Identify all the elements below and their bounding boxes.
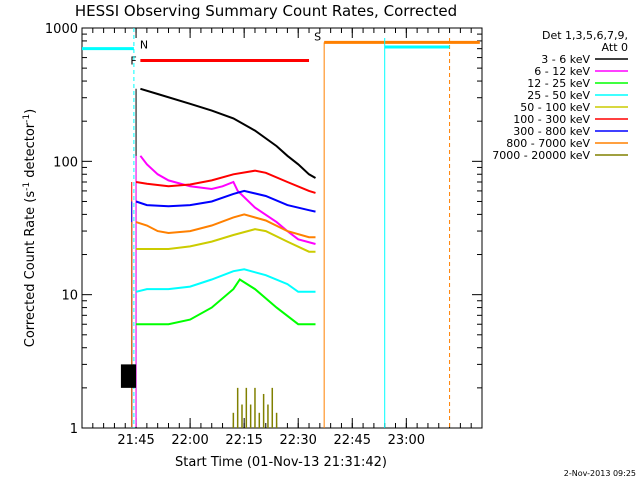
y-axis-label-sup1: -1	[22, 182, 32, 191]
y-axis-label-main: Corrected Count Rate (s	[23, 191, 38, 348]
series-line-4	[136, 228, 316, 253]
plot-area-frame	[81, 27, 483, 429]
series-line-2	[136, 278, 316, 326]
x-tick-label: 22:45	[334, 433, 371, 448]
series-line-3	[135, 268, 316, 293]
legend-label: 7000 - 20000 keV	[492, 149, 590, 162]
x-tick-label: 22:15	[225, 433, 262, 448]
y-tick-label: 1	[70, 422, 78, 437]
flag-label-n: N	[140, 39, 148, 52]
y-axis-ticks: 1 10 100 1000	[45, 22, 482, 437]
chart-title: HESSI Observing Summary Count Rates, Cor…	[75, 2, 457, 20]
count-rate-series	[120, 87, 316, 428]
y-axis-label: Corrected Count Rate (s-1 detector-1)	[22, 109, 38, 347]
x-tick-label: 21:45	[117, 433, 154, 448]
y-tick-label: 1000	[45, 22, 78, 37]
x-tick-label: 23:00	[388, 433, 425, 448]
legend-label: 100 - 300 keV	[513, 113, 590, 126]
flag-label-s: S	[314, 30, 321, 43]
y-tick-label: 100	[53, 155, 78, 170]
legend-label: 3 - 6 keV	[541, 53, 590, 66]
legend-header-2: Att 0	[602, 41, 628, 54]
y-axis-label-mid: detector	[23, 122, 38, 182]
legend-label: 12 - 25 keV	[527, 77, 590, 90]
x-tick-label: 22:00	[171, 433, 208, 448]
x-axis-label: Start Time (01-Nov-13 21:31:42)	[175, 455, 387, 470]
y-tick-label: 10	[61, 289, 78, 304]
legend-label: 800 - 7000 keV	[506, 137, 590, 150]
series-line-5	[135, 169, 316, 194]
pre-observation-block	[120, 364, 137, 388]
legend-header-1: Det 1,3,5,6,7,9,	[542, 29, 628, 42]
y-axis-label-sup2: -1	[22, 114, 32, 123]
legend-label: 300 - 800 keV	[513, 125, 590, 138]
x-axis-ticks: 21:45 22:00 22:15 22:30 22:45 23:00	[81, 28, 483, 448]
series-line-0	[140, 87, 316, 179]
y-axis-label-end: )	[23, 109, 38, 114]
legend-label: 25 - 50 keV	[527, 89, 590, 102]
flag-label-f: F	[130, 55, 136, 68]
legend-label: 50 - 100 keV	[520, 101, 590, 114]
series-line-7	[135, 213, 316, 239]
footer-date: 2-Nov-2013 09:25	[564, 469, 636, 478]
legend-label: 6 - 12 keV	[534, 65, 590, 78]
x-tick-label: 22:30	[279, 433, 316, 448]
series-line-6	[135, 189, 316, 213]
observing-flags: NF S	[82, 28, 480, 428]
